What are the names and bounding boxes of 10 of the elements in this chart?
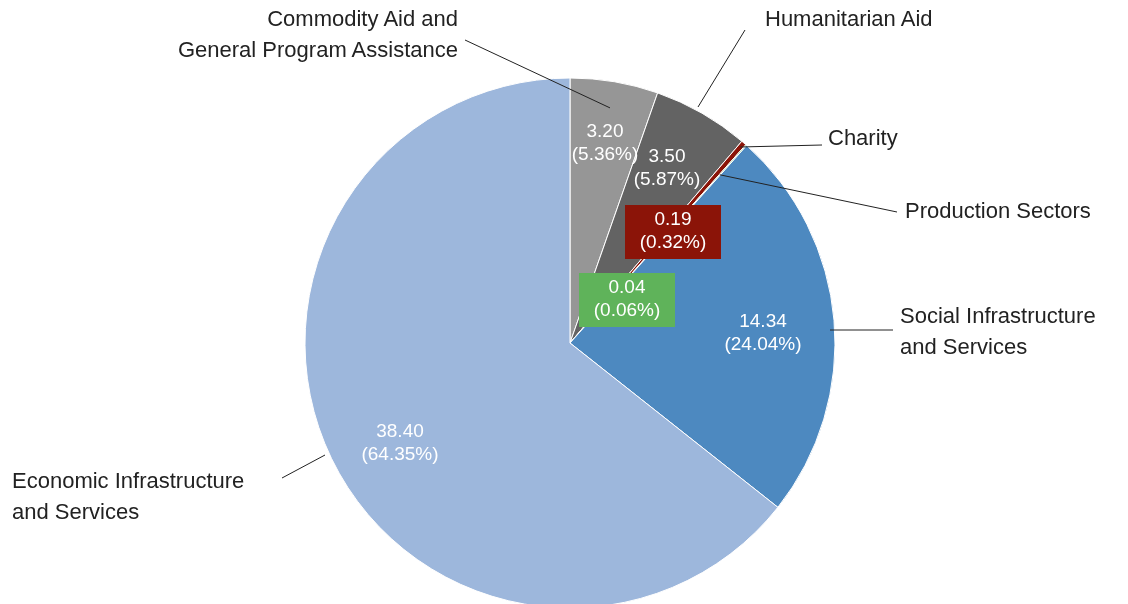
- data-label: 0.19 (0.32%): [639, 208, 707, 252]
- slice-label: Charity: [828, 125, 898, 150]
- data-label: 0.04 (0.06%): [593, 276, 661, 320]
- slice-label: Commodity Aid and General Program Assistance: [177, 6, 458, 62]
- data-label: 14.34 (24.04%): [724, 310, 802, 354]
- slice-label: Social Infrastructure and Services: [900, 303, 1096, 359]
- slice-label: Economic Infrastructure and Services: [12, 468, 245, 524]
- data-label: 38.40 (64.35%): [361, 420, 439, 464]
- slice-label: Humanitarian Aid: [765, 6, 933, 31]
- slice-label: Production Sectors: [905, 198, 1091, 223]
